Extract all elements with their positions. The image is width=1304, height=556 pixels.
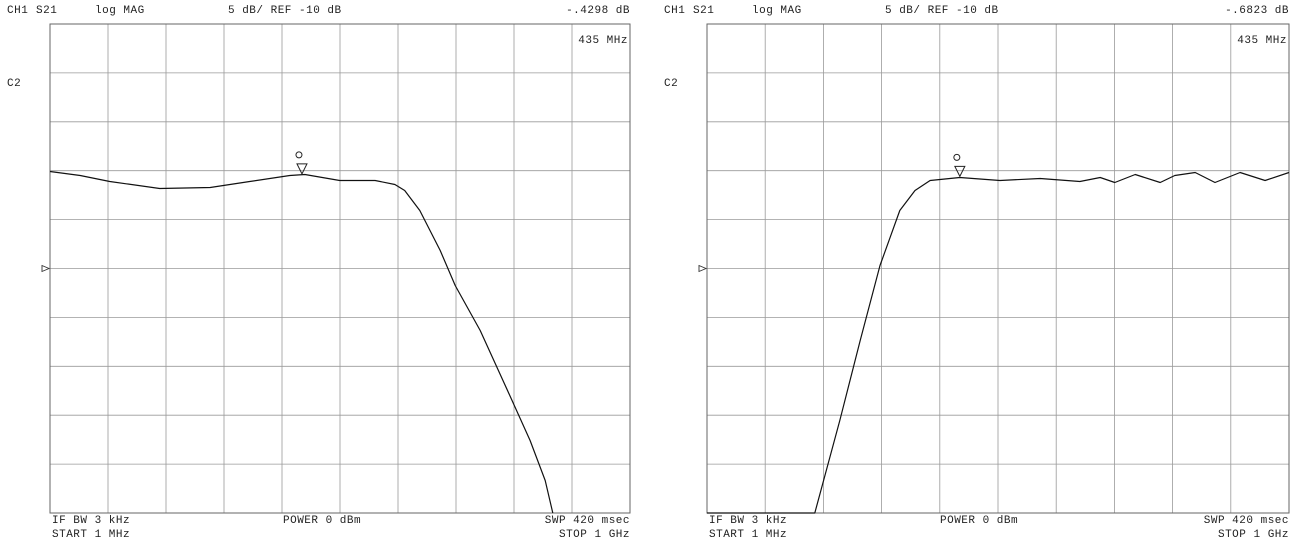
scale-label: 5 dB/ REF -10 dB (228, 5, 342, 17)
start-frequency: START 1 MHz (52, 529, 130, 541)
analyzer-panel: CH1 S21 log MAG 5 dB/ REF -10 dB -.4298 dB 43… (7, 5, 631, 541)
marker-frequency: 435 MHz (578, 35, 628, 47)
if-bandwidth: IF BW 3 kHz (52, 515, 130, 527)
if-bandwidth: IF BW 3 kHz (709, 515, 787, 527)
sweep-time: SWP 420 msec (1204, 515, 1289, 527)
marker-frequency: 435 MHz (1237, 35, 1287, 47)
marker-symbol (295, 151, 303, 159)
channel-label: CH1 (7, 5, 28, 17)
format-label: log MAG (752, 5, 802, 17)
power-label: POWER 0 dBm (283, 515, 361, 527)
power-label: POWER 0 dBm (940, 515, 1018, 527)
channel2-label: C2 (7, 78, 21, 90)
marker-value: -.6823 dB (1225, 5, 1289, 17)
analyzer-panel: CH1 S21 log MAG 5 dB/ REF -10 dB -.6823 dB 43… (664, 5, 1290, 541)
sweep-time: SWP 420 msec (545, 515, 630, 527)
marker-triangle (954, 165, 966, 178)
channel2-label: C2 (664, 78, 678, 90)
reference-marker (41, 264, 51, 273)
trace (707, 171, 1290, 514)
format-label: log MAG (95, 5, 145, 17)
marker-value: -.4298 dB (566, 5, 630, 17)
stop-frequency: STOP 1 GHz (1218, 529, 1289, 541)
reference-marker (698, 264, 708, 273)
parameter-label: S21 (693, 5, 714, 17)
channel-label: CH1 (664, 5, 685, 17)
scale-label: 5 dB/ REF -10 dB (885, 5, 999, 17)
marker-triangle (296, 163, 308, 176)
trace (49, 170, 554, 514)
stop-frequency: STOP 1 GHz (559, 529, 630, 541)
parameter-label: S21 (36, 5, 57, 17)
marker-symbol (953, 153, 961, 161)
start-frequency: START 1 MHz (709, 529, 787, 541)
